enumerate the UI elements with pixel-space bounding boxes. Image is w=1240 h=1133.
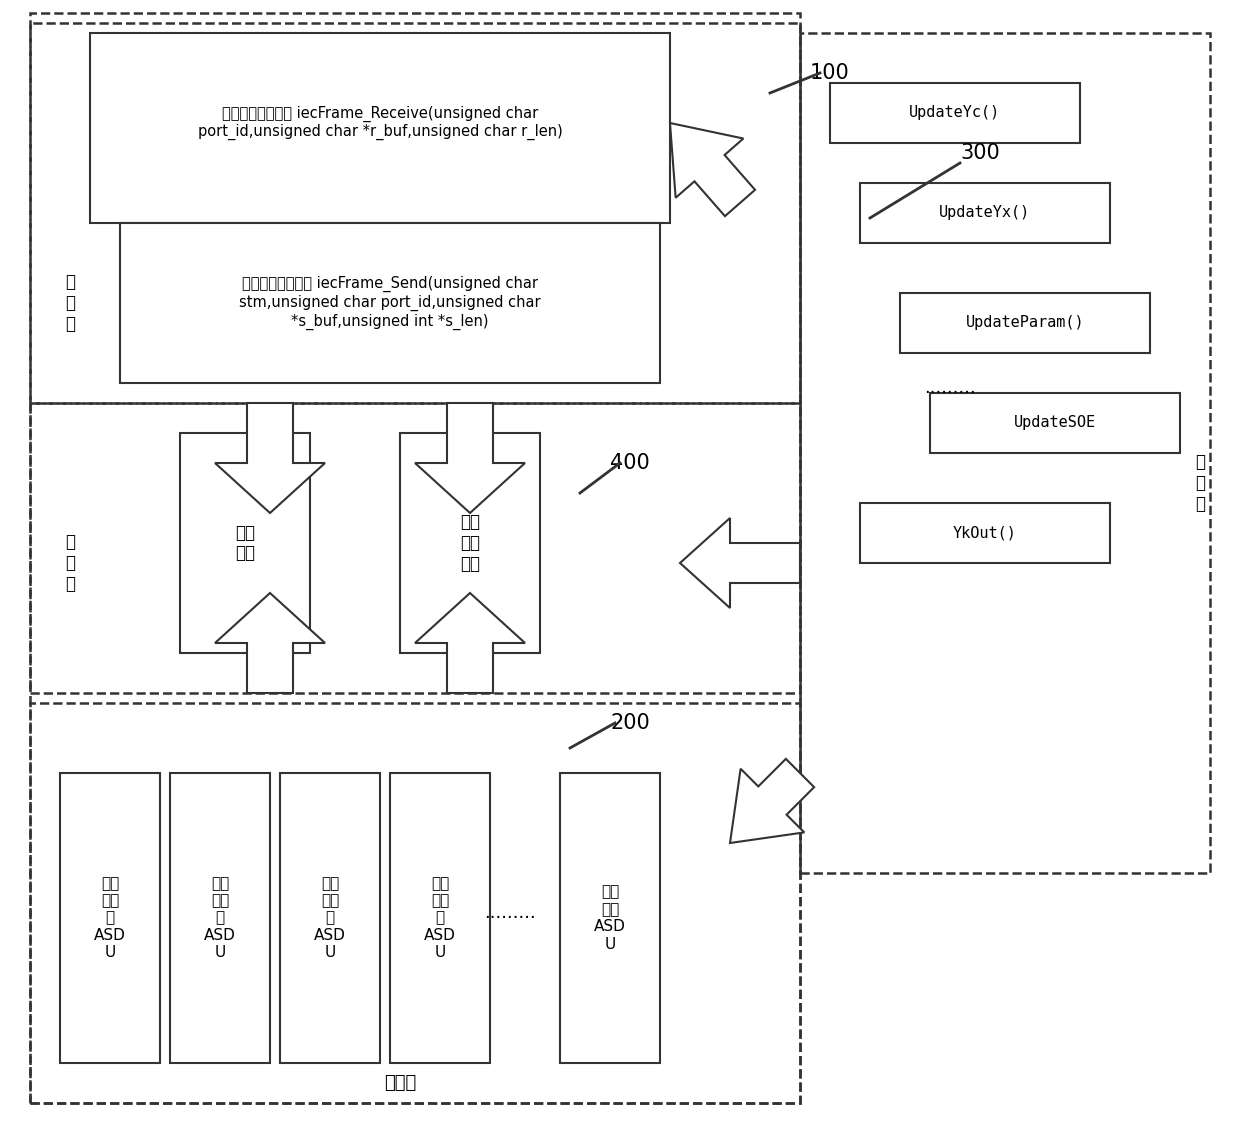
Bar <box>861 503 1110 563</box>
Bar <box>30 702 800 1104</box>
Text: 遥控
命令
的
ASD
U: 遥控 命令 的 ASD U <box>424 876 456 961</box>
Text: 数
据
层: 数 据 层 <box>1195 453 1205 513</box>
Text: 遥信
数据
的
ASD
U: 遥信 数据 的 ASD U <box>94 876 126 961</box>
Bar <box>900 293 1149 353</box>
Text: UpdateYc(): UpdateYc() <box>909 105 1001 120</box>
Text: 遥测
数据
的
ASD
U: 遥测 数据 的 ASD U <box>205 876 236 961</box>
Bar <box>30 403 800 693</box>
Bar <box>30 12 800 1104</box>
Polygon shape <box>415 403 525 513</box>
Bar <box>120 223 660 383</box>
Text: UpdateSOE: UpdateSOE <box>1014 416 1096 431</box>
Polygon shape <box>670 123 755 216</box>
Text: 内核层: 内核层 <box>384 1074 417 1092</box>
Bar <box>170 773 270 1063</box>
Text: 300: 300 <box>960 143 999 163</box>
Text: 数据接收接口函数 iecFrame_Receive(unsigned char
port_id,unsigned char *r_buf,unsigned ch: 数据接收接口函数 iecFrame_Receive(unsigned char … <box>197 105 563 140</box>
Bar <box>91 33 670 223</box>
Bar <box>861 184 1110 242</box>
Bar <box>60 773 160 1063</box>
Bar <box>830 83 1080 143</box>
Text: 200: 200 <box>610 713 650 733</box>
Text: 400: 400 <box>610 453 650 472</box>
Bar <box>30 23 800 403</box>
Text: 接
口
层: 接 口 层 <box>64 273 74 333</box>
Polygon shape <box>215 593 325 693</box>
Text: ·········: ········· <box>484 909 536 927</box>
Bar <box>280 773 379 1063</box>
Polygon shape <box>680 518 800 608</box>
Bar <box>401 433 539 653</box>
Polygon shape <box>215 403 325 513</box>
Text: UpdateParam(): UpdateParam() <box>966 315 1084 331</box>
Text: 应
用
层: 应 用 层 <box>64 534 74 593</box>
Text: ·········: ········· <box>924 384 976 402</box>
Text: 100: 100 <box>810 63 849 83</box>
Text: 数据发送函数接口 iecFrame_Send(unsigned char
stm,unsigned char port_id,unsigned char
*s_: 数据发送函数接口 iecFrame_Send(unsigned char stm… <box>239 276 541 330</box>
Text: UpdateYx(): UpdateYx() <box>940 205 1030 221</box>
Bar <box>800 33 1210 874</box>
Text: 组包
发送
流程: 组包 发送 流程 <box>460 513 480 573</box>
Bar <box>930 393 1180 453</box>
Bar <box>180 433 310 653</box>
Bar <box>560 773 660 1063</box>
Bar <box>391 773 490 1063</box>
Text: YkOut(): YkOut() <box>954 526 1017 540</box>
Text: 总召
唤的
ASD
U: 总召 唤的 ASD U <box>594 885 626 952</box>
Polygon shape <box>415 593 525 693</box>
Text: 对时
数据
的
ASD
U: 对时 数据 的 ASD U <box>314 876 346 961</box>
Polygon shape <box>730 759 815 843</box>
Text: 解析
流程: 解析 流程 <box>236 523 255 562</box>
